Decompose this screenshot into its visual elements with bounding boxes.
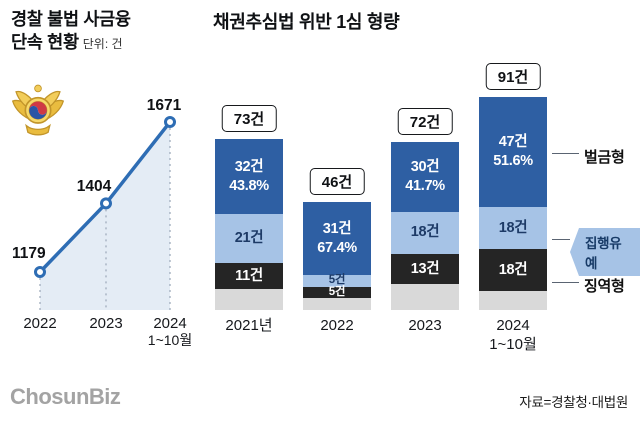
badge-taegeuk-blue: [29, 105, 47, 120]
line-area: [40, 122, 170, 310]
segment-value-label: 21건: [234, 230, 264, 247]
badge-head: [34, 84, 42, 93]
badge-ribbon: [25, 123, 51, 136]
bar-segment-3: 11건: [215, 263, 283, 289]
segment-value-label: 11건: [235, 267, 263, 284]
bar-segment-3: 13건: [391, 253, 459, 285]
segment-value-label: 18건: [410, 224, 440, 241]
segment-value-label: 18건: [498, 261, 528, 278]
x-axis-label: 2022: [320, 317, 353, 336]
badge-taegeuk-red: [29, 101, 47, 115]
x-axis-label-line: 2023: [408, 317, 442, 334]
x-axis-label: 1~10월: [148, 332, 192, 348]
total-label: 72건: [397, 107, 453, 135]
left-chart-title-line2: 단속 현황 단위: 건: [11, 31, 131, 54]
bar-segment-2: 18건: [479, 207, 547, 250]
legend-connector-prison: [552, 282, 579, 283]
legend-prison-label: 징역형: [584, 278, 625, 295]
left-chart-title-line2-text: 단속 현황: [11, 32, 79, 53]
data-point: [100, 197, 112, 210]
bar-segment-1: 32건 43.8%: [215, 139, 283, 215]
bar-segment-1: 31건 67.4%: [303, 202, 371, 275]
bar-segment-4: [215, 288, 283, 310]
segment-value-label: 32건: [234, 158, 264, 175]
x-axis-label-line: 2024: [496, 317, 530, 334]
legend-fine-label: 벌금형: [584, 149, 625, 166]
segment-pct-label: 67.4%: [317, 239, 357, 256]
segment-value-label: 5건: [328, 285, 346, 298]
x-axis-label: 2023: [89, 315, 122, 332]
data-point: [164, 116, 176, 128]
left-chart-title: 경찰 불법 사금융 단속 현황 단위: 건: [11, 8, 131, 54]
bar-segment-1: 47건 51.6%: [479, 97, 547, 208]
x-axis-label: 2021년: [225, 317, 272, 336]
source-credit: 자료=경찰청·대법원: [519, 395, 628, 410]
bar-segment-3: 18건: [479, 249, 547, 292]
segment-pct-label: 41.7%: [405, 177, 445, 194]
left-chart-title-line1: 경찰 불법 사금융: [11, 9, 131, 29]
total-label: 46건: [309, 168, 365, 196]
legend-suspended-label: 집행유예: [570, 228, 640, 276]
bar-segment-4: [391, 284, 459, 310]
segment-value-label: 18건: [498, 219, 528, 236]
police-badge-icon: [11, 84, 65, 136]
segment-pct-label: 43.8%: [229, 177, 269, 194]
value-label: 1179: [12, 245, 46, 262]
value-label: 1404: [77, 178, 112, 195]
x-axis-label: 2022: [23, 315, 56, 332]
total-label: 73건: [221, 105, 277, 133]
x-axis-label: 2023: [408, 317, 441, 336]
bar-segment-2: 21건: [215, 214, 283, 264]
bar-segment-2: 18건: [391, 211, 459, 254]
segment-value-label: 47건: [498, 134, 528, 151]
bar-segment-4: [479, 291, 547, 310]
bar-segment-2: 5건: [303, 274, 371, 287]
segment-value-label: 5건: [328, 274, 346, 287]
x-axis-label: 2024 1~10월: [489, 317, 537, 355]
chosunbiz-logo: ChosunBiz: [10, 384, 121, 409]
bar-segment-3: 5건: [303, 285, 371, 299]
data-point: [34, 266, 46, 278]
bar-segment-1: 30건 41.7%: [391, 141, 459, 212]
x-axis-label-line: 1~10월: [489, 335, 537, 353]
legend-connector-suspended: [552, 239, 570, 240]
segment-value-label: 13건: [410, 260, 440, 277]
x-axis-label: 2024: [153, 315, 186, 332]
x-axis-label-line: 2021년: [225, 317, 273, 334]
segment-value-label: 31건: [322, 220, 352, 237]
segment-pct-label: 51.6%: [493, 153, 533, 170]
unit-label: 단위: 건: [82, 37, 123, 52]
bar-segment-4: [303, 298, 371, 310]
segment-value-label: 30건: [410, 158, 440, 175]
value-label: 1671: [147, 97, 182, 114]
right-chart-title: 채권추심법 위반 1심 형량: [213, 12, 400, 32]
total-label: 91건: [485, 63, 541, 91]
legend-connector-fine: [552, 153, 579, 154]
x-axis-label-line: 2022: [320, 317, 354, 334]
